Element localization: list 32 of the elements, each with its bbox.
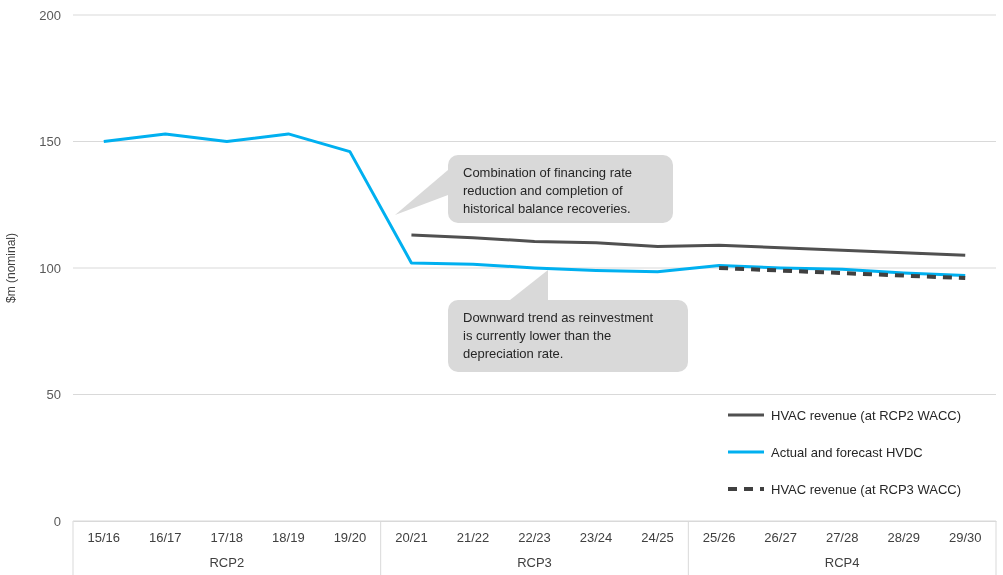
x-tick-label: 17/18: [210, 530, 244, 546]
line-series: [409, 233, 967, 257]
x-tick-label: 21/22: [456, 530, 490, 546]
x-tick-label: 22/23: [518, 530, 551, 546]
y-tick-label: 100: [39, 260, 61, 276]
line-series: [717, 266, 968, 281]
y-tick-label: 50: [46, 387, 61, 403]
x-tick-label: 19/20: [333, 530, 367, 546]
x-tick-label: 27/28: [825, 530, 859, 546]
x-tick-label: 15/16: [87, 530, 121, 546]
line-series: [102, 132, 967, 278]
x-tick-label: 29/30: [948, 530, 982, 546]
x-tick-label: 28/29: [887, 530, 920, 546]
text: RCP3: [517, 555, 552, 570]
legend-label: HVAC revenue (at RCP2 WACC): [771, 408, 961, 423]
text: RCP2: [209, 555, 245, 570]
legend-label: HVAC revenue (at RCP3 WACC): [771, 482, 961, 497]
text: RCP4: [824, 555, 860, 570]
annotation: Downward trend as reinvestment is currently lower than the depreciation rate.: [463, 310, 654, 361]
legend-label: Actual and forecast HVDC: [771, 445, 923, 460]
x-tick-label: 26/27: [764, 530, 797, 546]
x-tick-label: 25/26: [702, 530, 736, 546]
x-tick-label: 20/21: [395, 530, 428, 546]
x-tick-label: 24/25: [641, 530, 674, 546]
x-tick-label: 23/24: [579, 530, 613, 546]
x-tick-label: 18/19: [272, 530, 305, 546]
x-tick-label: 16/17: [149, 530, 182, 546]
y-axis-title: $m (nominal): [4, 232, 18, 304]
annotation: Combination of financing rate reduction and completion of historical balance recoveries.: [463, 165, 633, 216]
y-tick-label: 150: [39, 134, 61, 150]
y-tick-label: 0: [53, 513, 61, 529]
y-tick-label: 200: [39, 7, 61, 23]
